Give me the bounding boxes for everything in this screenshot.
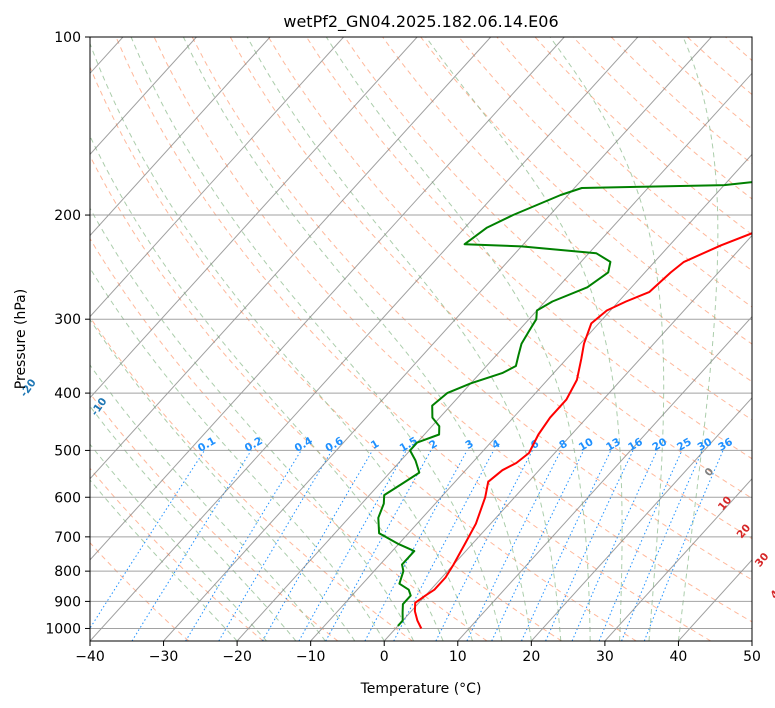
background-grid (90, 37, 752, 641)
x-tick-label: −30 (149, 649, 179, 665)
isotherm-line (163, 37, 712, 641)
x-tick-label: 20 (522, 649, 540, 665)
isotherm-line (457, 315, 752, 641)
moist-adiabat-line (90, 135, 444, 641)
y-tick-label: 100 (54, 30, 81, 46)
isotherm-line (90, 37, 418, 399)
isotherm-line (383, 234, 752, 641)
x-tick-label: 0 (380, 649, 389, 665)
x-tick-label: −20 (222, 649, 252, 665)
x-tick-label: 10 (449, 649, 467, 665)
x-tick-label: −40 (75, 649, 105, 665)
dewpoint-line (377, 181, 752, 627)
moist-adiabat-line (90, 443, 267, 641)
mixing-ratio-line (364, 450, 468, 641)
moist-adiabat-line (246, 37, 562, 641)
mixing-ratio-line (90, 450, 205, 630)
isotherm-line (90, 37, 271, 237)
isotherm-line (90, 37, 565, 561)
dry-adiabat-line (90, 237, 488, 641)
mixing-ratio-line (325, 450, 432, 641)
y-axis-label: Pressure (hPa) (13, 289, 29, 389)
dry-adiabat-line (191, 37, 752, 581)
x-tick-label: 50 (743, 649, 761, 665)
dry-adiabat-line (344, 37, 752, 421)
y-tick-label: 300 (54, 312, 81, 328)
y-tick-label: 800 (54, 564, 81, 580)
moist-adiabat-line (677, 37, 719, 641)
moist-adiabat-line (425, 37, 623, 641)
temperature-line (413, 232, 752, 629)
isotherm-line (90, 37, 492, 480)
x-tick-label: 40 (670, 649, 688, 665)
y-tick-label: 500 (54, 443, 81, 459)
y-tick-label: 200 (54, 208, 81, 224)
y-axis: 100 200 300 400 500 600 700 800 900 1000 (45, 30, 90, 637)
dry-adiabat-line (90, 467, 264, 641)
isotherm-line (310, 153, 752, 641)
isotherm-line (604, 478, 752, 641)
mixing-ratio-line (598, 450, 683, 641)
y-tick-label: 900 (54, 594, 81, 610)
moist-adiabat-line (130, 37, 503, 641)
isotherm-line (90, 37, 639, 641)
mixing-ratio-line (185, 450, 302, 641)
moist-adiabat-line (325, 37, 591, 641)
mixing-ratio-line (545, 450, 634, 641)
moist-adiabat-line (90, 318, 356, 641)
mixing-ratio-line (298, 450, 407, 641)
profile-lines (377, 181, 752, 629)
moist-adiabat-line (90, 405, 297, 641)
dry-adiabat-line (153, 37, 752, 623)
moist-adiabat-line (90, 479, 238, 641)
y-tick-label: 600 (54, 490, 81, 506)
moist-adiabat-line (90, 42, 473, 641)
dry-adiabat-line (267, 37, 752, 499)
moist-adiabat-label: 40 (768, 582, 775, 601)
x-axis-label: Temperature (°C) (360, 681, 482, 697)
x-tick-label: −10 (296, 649, 326, 665)
dry-adiabat-line (458, 37, 752, 308)
y-tick-label: 400 (54, 386, 81, 402)
chart-title: wetPf2_GN04.2025.182.06.14.E06 (283, 12, 558, 32)
moist-adiabat-line (549, 37, 665, 641)
mixing-ratio-line (621, 450, 703, 641)
isotherm-line (236, 72, 752, 641)
x-axis: −40 −30 −20 −10 0 10 20 30 40 50 (75, 641, 761, 665)
mixing-ratio-line (435, 450, 533, 641)
mixing-ratio-line (466, 450, 562, 641)
isotherm-line (530, 396, 752, 641)
plot-frame (89, 36, 753, 642)
y-tick-label: 1000 (45, 621, 81, 637)
y-tick-label: 700 (54, 530, 81, 546)
mixing-ratio-line (571, 450, 658, 641)
isotherm-line (90, 37, 344, 318)
x-tick-label: 30 (596, 649, 614, 665)
isotherm-line (90, 37, 197, 156)
dry-adiabat-line (90, 154, 562, 641)
moist-adiabat-line (90, 267, 385, 641)
moist-adiabat-line (90, 364, 326, 641)
